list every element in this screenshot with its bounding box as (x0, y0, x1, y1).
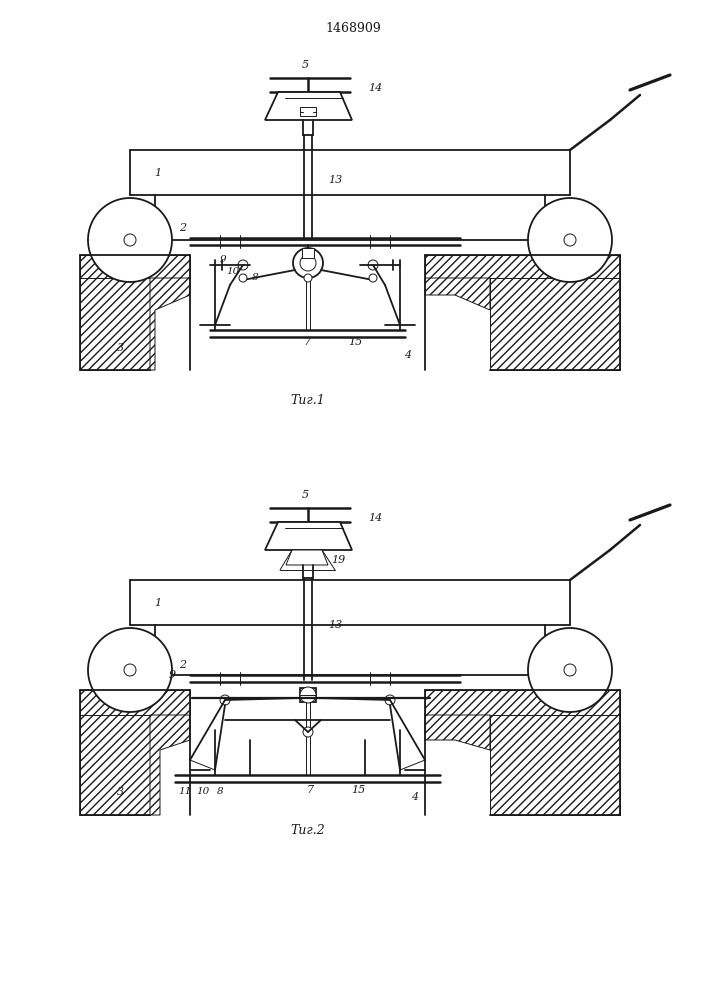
Polygon shape (425, 255, 620, 278)
Text: 8: 8 (252, 273, 258, 282)
Text: 5: 5 (301, 490, 308, 500)
Circle shape (304, 274, 312, 282)
Circle shape (385, 695, 395, 705)
Text: 1468909: 1468909 (325, 21, 381, 34)
Text: 10: 10 (197, 788, 209, 796)
Polygon shape (265, 522, 352, 550)
Text: 19: 19 (331, 555, 345, 565)
Text: 14: 14 (368, 83, 382, 93)
Polygon shape (150, 278, 190, 370)
Text: 15: 15 (351, 785, 365, 795)
Polygon shape (80, 715, 150, 815)
Text: 15: 15 (348, 337, 362, 347)
Text: 7: 7 (306, 785, 314, 795)
Polygon shape (300, 107, 316, 116)
Text: 7: 7 (303, 337, 310, 347)
Circle shape (564, 664, 576, 676)
Polygon shape (265, 92, 352, 120)
Circle shape (528, 628, 612, 712)
Circle shape (239, 274, 247, 282)
Circle shape (88, 628, 172, 712)
Text: Τиг.1: Τиг.1 (291, 393, 325, 406)
Text: 5: 5 (301, 60, 308, 70)
Text: 13: 13 (328, 620, 342, 630)
Text: 3: 3 (117, 343, 124, 353)
Circle shape (300, 255, 316, 271)
Circle shape (303, 727, 313, 737)
Text: 1: 1 (154, 168, 162, 178)
Text: 2: 2 (180, 660, 187, 670)
Polygon shape (286, 550, 328, 565)
Text: 4: 4 (404, 350, 411, 360)
Text: 9: 9 (168, 670, 175, 680)
Text: 8: 8 (216, 788, 223, 796)
Text: 3: 3 (117, 787, 124, 797)
Text: 9: 9 (220, 255, 226, 264)
Text: 4: 4 (411, 792, 419, 802)
Polygon shape (490, 278, 620, 370)
Circle shape (238, 260, 248, 270)
Polygon shape (425, 715, 490, 750)
Circle shape (88, 198, 172, 282)
Polygon shape (302, 248, 314, 258)
Polygon shape (80, 278, 150, 370)
Polygon shape (425, 690, 620, 715)
Text: Τиг.2: Τиг.2 (291, 824, 325, 836)
Circle shape (368, 260, 378, 270)
Polygon shape (150, 715, 190, 815)
Circle shape (124, 664, 136, 676)
Polygon shape (425, 278, 490, 310)
Text: 10: 10 (226, 267, 240, 276)
Text: 14: 14 (368, 513, 382, 523)
Text: 1: 1 (154, 598, 162, 608)
Circle shape (293, 248, 323, 278)
Circle shape (528, 198, 612, 282)
Circle shape (564, 234, 576, 246)
Polygon shape (490, 715, 620, 815)
Text: 13: 13 (328, 175, 342, 185)
Circle shape (220, 695, 230, 705)
Polygon shape (80, 255, 190, 278)
Text: 11: 11 (178, 788, 192, 796)
Text: 2: 2 (180, 223, 187, 233)
Polygon shape (80, 690, 190, 715)
Circle shape (369, 274, 377, 282)
Polygon shape (300, 688, 316, 702)
Circle shape (300, 687, 316, 703)
Circle shape (124, 234, 136, 246)
